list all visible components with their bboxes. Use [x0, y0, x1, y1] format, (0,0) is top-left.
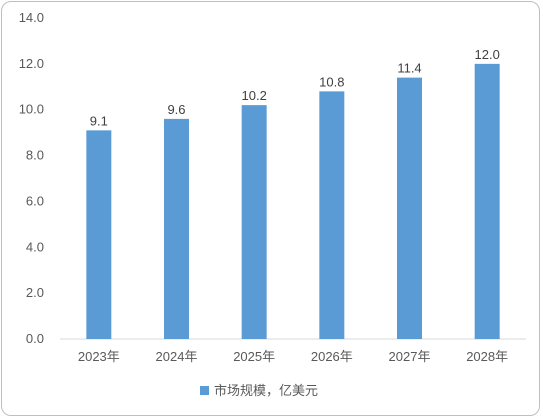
x-tick-label: 2025年 — [233, 349, 275, 364]
x-tick-label: 2027年 — [389, 349, 431, 364]
bar — [474, 63, 500, 339]
bar — [319, 91, 345, 339]
y-tick-label: 12.0 — [19, 56, 44, 71]
bar — [397, 77, 422, 339]
data-label: 10.2 — [242, 88, 267, 103]
y-tick-label: 10.0 — [19, 102, 44, 117]
x-tick-label: 2024年 — [156, 349, 198, 364]
data-labels: 9.1 9.6 10.2 10.8 11.4 12.0 — [90, 47, 500, 128]
bar — [164, 118, 189, 339]
data-label: 12.0 — [475, 47, 500, 62]
bar — [86, 130, 112, 339]
x-axis-ticks: 2023年 2024年 2025年 2026年 2027年 2028年 — [78, 349, 508, 364]
data-label: 9.6 — [167, 102, 185, 117]
legend-label: 市场规模，亿美元 — [214, 383, 318, 399]
data-label: 11.4 — [397, 61, 421, 76]
y-tick-label: 2.0 — [26, 285, 44, 300]
y-tick-label: 4.0 — [26, 239, 44, 254]
bar — [241, 105, 267, 339]
y-tick-label: 0.0 — [26, 331, 44, 346]
y-tick-label: 14.0 — [19, 10, 44, 25]
y-axis-ticks: 0.0 2.0 4.0 6.0 8.0 10.0 12.0 14.0 — [19, 10, 44, 346]
y-tick-label: 6.0 — [26, 193, 44, 208]
y-tick-label: 8.0 — [26, 148, 44, 163]
data-label: 9.1 — [90, 113, 108, 128]
x-tick-label: 2028年 — [466, 349, 508, 364]
bars — [86, 63, 500, 339]
x-tick-label: 2023年 — [78, 349, 120, 364]
legend-swatch — [200, 386, 209, 395]
legend: 市场规模，亿美元 — [200, 383, 318, 399]
data-label: 10.8 — [319, 74, 344, 89]
x-tick-label: 2026年 — [311, 349, 353, 364]
